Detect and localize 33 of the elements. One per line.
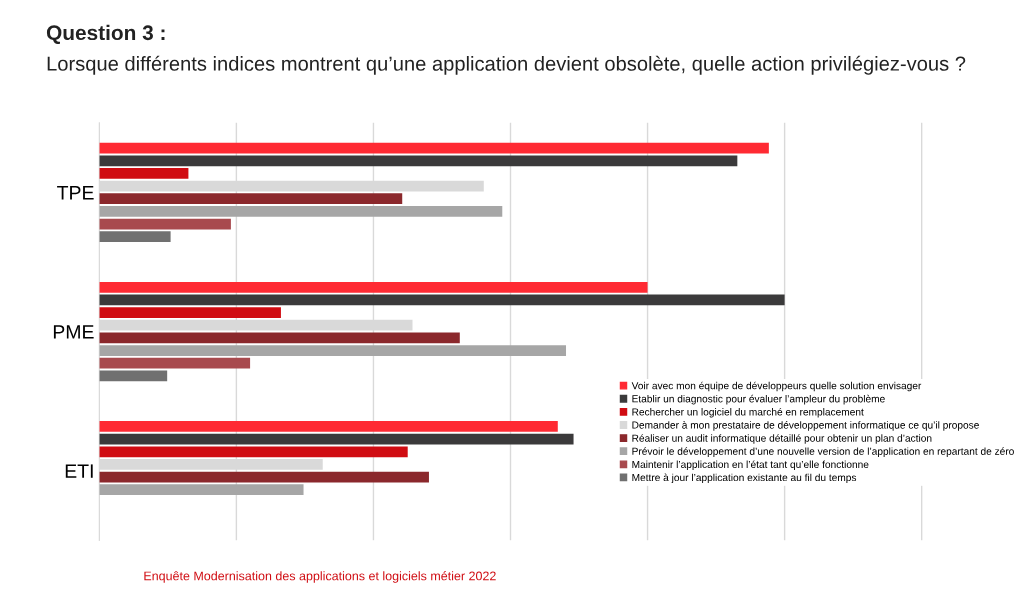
legend-label: Réaliser un audit informatique détaillé pour obtenir un plan d’action bbox=[632, 434, 932, 444]
bar bbox=[99, 332, 460, 344]
bar bbox=[99, 168, 189, 179]
y-tick-label: ETI bbox=[65, 464, 93, 478]
bar bbox=[99, 345, 567, 356]
chart-subtitle: Lorsque différents indices montrent qu’une application devient obsolète, quelle action privilégiez-vous ? bbox=[47, 55, 966, 75]
legend-label: Prévoir le développement d’une nouvelle version de l’application en repartant de zéro bbox=[632, 447, 1014, 457]
bar bbox=[99, 294, 785, 306]
bar bbox=[99, 484, 304, 496]
bar bbox=[99, 307, 281, 318]
legend-label: Maintenir l’application en l’état tant qu’elle fonctionne bbox=[632, 460, 869, 470]
chart-title: Question 3 : bbox=[46, 24, 165, 45]
bar bbox=[99, 231, 171, 243]
bar bbox=[99, 433, 574, 445]
legend-label: Mettre à jour l’application existante au fil du temps bbox=[632, 473, 857, 484]
bar bbox=[99, 370, 168, 382]
y-tick-label: TPE bbox=[57, 186, 94, 200]
bar bbox=[99, 471, 429, 483]
legend-label: Rechercher un logiciel du marché en remplacement bbox=[632, 407, 864, 418]
y-tick-label: PME bbox=[53, 325, 94, 339]
bar bbox=[99, 357, 251, 369]
bar bbox=[99, 421, 558, 432]
bar bbox=[99, 193, 403, 205]
legend-label: Etablir un diagnostic pour évaluer l’ampleur du problème bbox=[632, 394, 885, 405]
bar bbox=[99, 142, 769, 154]
bar bbox=[99, 155, 738, 167]
legend-label: Voir avec mon équipe de développeurs quelle solution envisager bbox=[631, 381, 922, 392]
legend-label: Demander à mon prestataire de développement informatique ce qu’il propose bbox=[632, 421, 979, 431]
bar bbox=[99, 218, 231, 230]
bar bbox=[99, 281, 648, 293]
bar bbox=[99, 205, 503, 217]
bar bbox=[99, 446, 408, 458]
text: Enquête Modernisation des applications et logiciels métier 2022 bbox=[144, 571, 496, 583]
